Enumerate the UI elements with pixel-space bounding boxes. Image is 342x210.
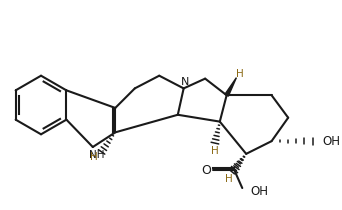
Text: H: H [90,152,98,162]
Text: H: H [225,174,233,184]
Text: N: N [181,77,189,87]
Text: OH: OH [323,135,340,148]
Text: NH: NH [89,150,104,160]
Text: O: O [201,164,211,177]
Polygon shape [225,78,236,96]
Text: OH: OH [250,185,268,198]
Text: H: H [211,146,219,156]
Text: H: H [236,69,244,79]
